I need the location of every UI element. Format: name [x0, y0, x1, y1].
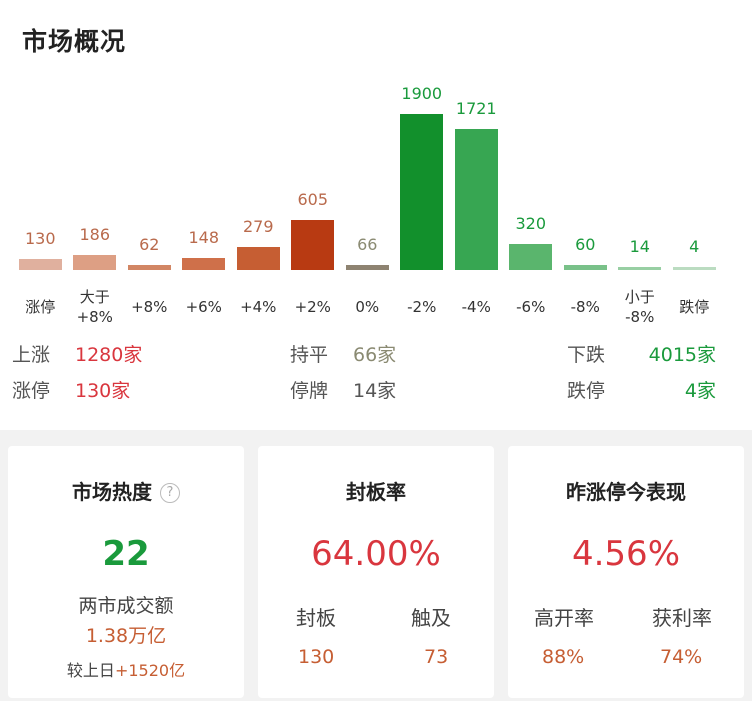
overview-title: 市场概况: [22, 27, 127, 56]
bar-category-label: +6%: [185, 298, 222, 316]
bar: [236, 247, 280, 270]
bar-value-label: 148: [188, 227, 220, 247]
seal-rate-card[interactable]: 封板率 64.00% 封板 触及 130 73: [258, 446, 494, 698]
fall-value: 4015家: [648, 344, 716, 366]
distribution-chart: 130 涨停 186 大于 +8% 62 +8% 148 +6% 279 +4% 605 +2% 66 0%…: [0, 75, 752, 335]
turnover-label: 两市成交额: [78, 595, 174, 617]
yesterday-title: 昨涨停今表现: [566, 480, 686, 504]
sealed-value: 130: [298, 646, 335, 668]
bar-category-label: -4%: [461, 298, 491, 316]
bar-value-label: 130: [24, 229, 56, 249]
bar: [182, 257, 226, 270]
bar-value-label: 605: [297, 190, 329, 210]
bar-value-label: 4: [689, 237, 700, 256]
bar-category-label: 0%: [355, 298, 380, 316]
limit-up-value: 130家: [75, 380, 131, 402]
bar-value-label: 320: [515, 213, 547, 233]
yesterday-rate-value: 4.56%: [571, 534, 680, 574]
bar-value-label: 1721: [455, 98, 497, 118]
bar-category-label: -2%: [407, 298, 437, 316]
market-heat-title: 市场热度?: [8, 476, 244, 505]
suspended-value: 14家: [353, 380, 397, 402]
bar: [618, 267, 662, 270]
yesterday-limit-up-card[interactable]: 昨涨停今表现 4.56% 高开率 获利率 88% 74%: [508, 446, 744, 698]
help-icon[interactable]: ?: [160, 483, 180, 503]
bar-category-label: 跌停: [679, 298, 710, 316]
high-open-value: 88%: [542, 646, 585, 668]
compare-label: 较上日: [66, 661, 115, 680]
bar-category-label: -6%: [516, 298, 546, 316]
rise-label: 上涨: [12, 344, 51, 366]
bar-category-label: 涨停: [25, 298, 56, 316]
bar: [672, 267, 716, 270]
bar-category-label: 大于 +8%: [76, 288, 113, 326]
bar: [563, 265, 607, 270]
bar-value-label: 60: [575, 235, 596, 255]
bar: [73, 254, 117, 270]
turnover-compare: 较上日+1520亿: [8, 657, 244, 681]
sealed-label: 封板: [296, 606, 336, 630]
rise-value: 1280家: [75, 344, 143, 366]
bar: [345, 264, 389, 270]
bar-value-label: 66: [357, 234, 378, 254]
market-overview-panel: 市场概况 130 涨停 186 大于 +8% 62 +8% 148 +6% 279 +4% 605 +2…: [0, 0, 752, 430]
flat-value: 66家: [353, 344, 397, 366]
limit-up-label: 涨停: [12, 380, 51, 402]
profit-label: 获利率: [652, 606, 712, 630]
touched-label: 触及: [411, 606, 451, 630]
bar: [127, 264, 171, 270]
bar-value-label: 279: [242, 217, 274, 237]
touched-value: 73: [424, 646, 449, 668]
bar-category-label: +8%: [131, 298, 168, 316]
fall-label: 下跌: [567, 344, 606, 366]
bar-category-label: 小于 -8%: [624, 288, 655, 326]
bar-value-label: 186: [79, 224, 111, 244]
bar-value-label: 62: [139, 234, 160, 254]
bar-value-label: 1900: [401, 84, 443, 103]
bar-category-label: -8%: [570, 298, 600, 316]
bar-category-label: +2%: [294, 298, 331, 316]
limit-down-value: 4家: [684, 380, 716, 402]
limit-down-label: 跌停: [567, 380, 606, 402]
bar: [454, 128, 498, 270]
market-heat-card[interactable]: 市场热度? 22 两市成交额 1.38万亿 较上日+1520亿: [8, 446, 244, 698]
seal-rate-value: 64.00%: [311, 534, 441, 574]
turnover-value: 1.38万亿: [85, 625, 167, 647]
bar: [400, 114, 444, 270]
high-open-label: 高开率: [534, 606, 594, 630]
market-heat-title-text: 市场热度: [72, 480, 152, 504]
flat-label: 持平: [290, 344, 329, 366]
heat-score: 22: [102, 534, 150, 574]
bar: [291, 220, 335, 270]
seal-rate-title: 封板率: [346, 480, 406, 504]
profit-value: 74%: [660, 646, 703, 668]
bar: [18, 259, 62, 270]
suspended-label: 停牌: [290, 380, 329, 402]
compare-value: +1520亿: [114, 661, 186, 680]
bar: [509, 243, 553, 270]
bar-category-label: +4%: [240, 298, 277, 316]
bar-value-label: 14: [629, 237, 650, 256]
